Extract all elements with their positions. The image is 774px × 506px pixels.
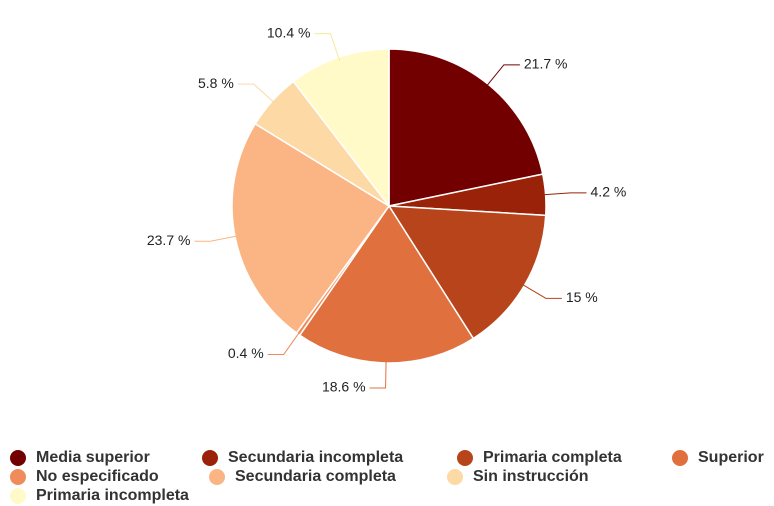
legend-label: Secundaria incompleta (228, 449, 403, 466)
legend-marker (672, 450, 688, 466)
legend-marker (457, 450, 473, 466)
legend-marker (202, 450, 218, 466)
leader-line (520, 283, 562, 299)
legend-label: No especificado (36, 468, 159, 485)
leader-line (369, 358, 387, 389)
data-label: 0.4 % (228, 345, 264, 361)
data-label: 10.4 % (267, 24, 311, 40)
legend-marker (209, 469, 225, 485)
data-label: 5.8 % (198, 75, 234, 91)
legend-label: Media superior (36, 449, 150, 466)
legend-label: Primaria incompleta (36, 487, 189, 504)
legend-label: Sin instrucción (473, 468, 589, 485)
legend-label: Primaria completa (483, 449, 622, 466)
leader-line (267, 330, 301, 355)
leader-line (541, 192, 587, 196)
leader-line (237, 83, 276, 104)
data-label: 23.7 % (147, 232, 191, 248)
legend-label: Secundaria completa (235, 468, 396, 485)
data-label: 21.7 % (524, 56, 568, 72)
data-label: 18.6 % (322, 379, 366, 395)
legend-label: Superior (698, 449, 764, 466)
legend-marker (447, 469, 463, 485)
legend-marker (10, 469, 26, 485)
leader-line (485, 64, 520, 88)
legend-marker (10, 488, 26, 504)
data-label: 15 % (566, 289, 598, 305)
leader-line (314, 33, 341, 62)
data-label: 4.2 % (591, 184, 627, 200)
leader-line (194, 235, 240, 242)
legend-marker (10, 450, 26, 466)
